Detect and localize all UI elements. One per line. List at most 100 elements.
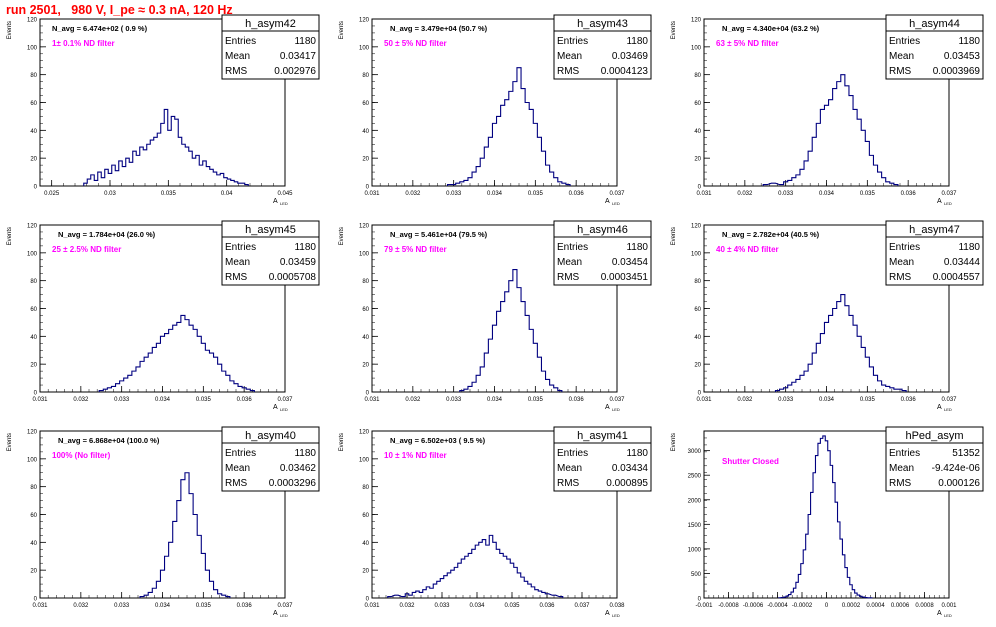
histogram-bin xyxy=(218,364,222,392)
x-tick-label: 0.031 xyxy=(364,191,380,197)
stats-mean-value: 0.03453 xyxy=(944,51,981,62)
y-tick-label: 20 xyxy=(694,363,701,369)
histogram-bin xyxy=(173,521,177,598)
histogram-line xyxy=(448,68,571,186)
stats-entries-label: Entries xyxy=(557,36,588,47)
x-tick-label: 0.034 xyxy=(487,191,503,197)
x-tick-label: 0.001 xyxy=(941,603,957,609)
x-tick-label: 0.034 xyxy=(469,603,485,609)
x-tick-label: 0.035 xyxy=(161,191,177,197)
x-tick-label: 0.034 xyxy=(155,397,171,403)
histogram-bin xyxy=(177,501,181,598)
histogram-bin xyxy=(122,167,126,186)
histogram-bin xyxy=(140,361,144,392)
histogram-bin xyxy=(521,302,525,392)
histogram-bin xyxy=(503,556,507,598)
histogram-bin xyxy=(541,151,545,186)
y-tick-label: 100 xyxy=(27,457,38,463)
histogram-bin xyxy=(115,171,119,186)
histogram-bin xyxy=(116,384,120,392)
x-tick-label: 0.031 xyxy=(364,397,380,403)
stats-entries-value: 1180 xyxy=(626,448,648,459)
histogram-bin xyxy=(197,336,201,392)
y-axis-label: Events xyxy=(671,433,677,451)
histogram-line xyxy=(388,535,563,598)
histogram-bin xyxy=(845,306,849,392)
navg-label: N_avg = 6.868e+04 (100.0 %) xyxy=(58,436,160,445)
histogram-bin xyxy=(185,473,189,598)
y-axis-label: Events xyxy=(7,227,13,245)
histogram-bin xyxy=(812,353,816,392)
histogram-bin xyxy=(430,588,434,598)
histogram-bin xyxy=(824,105,828,186)
histogram-bin xyxy=(804,371,808,392)
histogram-bin xyxy=(517,288,521,392)
histogram-bin xyxy=(500,553,504,598)
histogram-bin xyxy=(873,165,877,186)
histogram-line xyxy=(775,295,906,392)
y-tick-label: 40 xyxy=(694,129,701,135)
histogram-bin xyxy=(823,436,825,598)
histogram-bin xyxy=(804,161,808,186)
histogram-bin xyxy=(165,556,169,598)
histogram-bin xyxy=(841,295,845,392)
y-tick-label: 20 xyxy=(694,157,701,163)
y-tick-label: 0 xyxy=(698,391,702,397)
y-tick-label: 20 xyxy=(30,363,37,369)
y-tick-label: 120 xyxy=(27,224,38,230)
histogram-bin xyxy=(148,592,152,598)
histogram-bin xyxy=(488,137,492,186)
x-tick-label: 0.035 xyxy=(196,397,212,403)
histogram-bin xyxy=(886,182,890,186)
histogram-bin xyxy=(165,334,169,392)
y-tick-label: 100 xyxy=(691,251,702,257)
histogram-bin xyxy=(143,150,147,186)
y-tick-label: 100 xyxy=(359,45,370,51)
histogram-bin xyxy=(849,315,853,392)
stats-entries-value: 1180 xyxy=(294,36,316,47)
stats-rms-label: RMS xyxy=(557,478,580,489)
x-tick-label: 0.036 xyxy=(901,191,917,197)
histogram-bin xyxy=(154,137,158,186)
x-tick-label: -0.0008 xyxy=(718,603,739,609)
stats-title: h_asym40 xyxy=(245,430,296,442)
histogram-bin xyxy=(479,542,483,598)
y-tick-label: 40 xyxy=(30,335,37,341)
filter-annotation: 63 ± 5% ND filter xyxy=(716,39,779,48)
histogram-bin xyxy=(480,367,484,392)
histogram-bin xyxy=(537,137,541,186)
filter-annotation: 40 ± 4% ND filter xyxy=(716,245,779,254)
histogram-bin xyxy=(484,353,488,392)
navg-label: N_avg = 4.340e+04 (63.2 %) xyxy=(722,24,820,33)
y-tick-label: 3000 xyxy=(688,449,702,455)
y-tick-label: 80 xyxy=(30,279,37,285)
histogram-bin xyxy=(546,379,550,392)
y-axis-label: Events xyxy=(339,433,345,451)
x-tick-label: 0.035 xyxy=(860,191,876,197)
x-axis-label: A xyxy=(605,404,610,411)
histogram-bin xyxy=(830,465,832,598)
histogram-bin xyxy=(501,302,505,392)
histogram-bin xyxy=(129,162,133,186)
histogram-bin xyxy=(101,178,105,186)
stats-rms-value: 0.0003451 xyxy=(601,272,649,283)
x-tick-label: -0.0006 xyxy=(743,603,764,609)
x-tick-label: 0.033 xyxy=(434,603,450,609)
x-tick-label: 0.045 xyxy=(277,191,293,197)
x-tick-label: 0.034 xyxy=(819,397,835,403)
histogram-bin xyxy=(461,559,465,598)
histogram-bin xyxy=(533,343,537,392)
stats-rms-label: RMS xyxy=(557,66,580,77)
x-tick-label: 0.034 xyxy=(819,191,835,197)
x-axis-label: A xyxy=(937,610,942,617)
histogram-bin xyxy=(497,311,501,392)
x-tick-label: 0.031 xyxy=(32,397,48,403)
x-axis-sublabel: LED xyxy=(612,201,620,206)
y-tick-label: 0 xyxy=(698,597,702,603)
stats-rms-label: RMS xyxy=(557,272,580,283)
x-tick-label: 0.031 xyxy=(364,603,380,609)
